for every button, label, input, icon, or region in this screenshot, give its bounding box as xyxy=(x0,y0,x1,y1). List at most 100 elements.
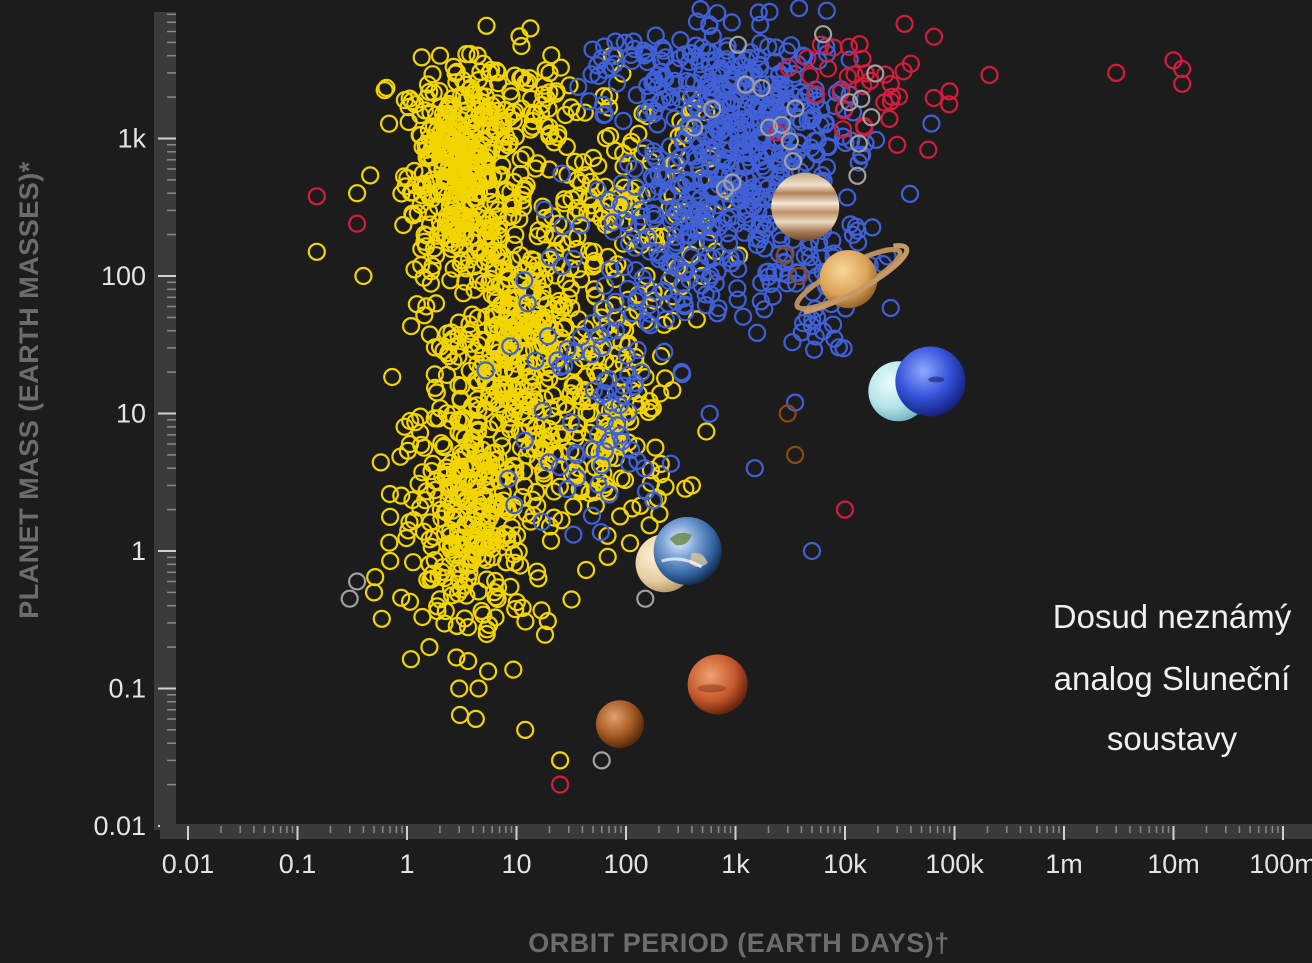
data-point-series-1 xyxy=(395,90,414,110)
data-point-series-2 xyxy=(817,1,836,20)
data-point-series-1 xyxy=(585,280,604,299)
data-point-series-2 xyxy=(526,351,545,370)
data-point-series-3 xyxy=(800,66,820,86)
data-point-series-2 xyxy=(612,432,632,451)
data-point-series-2 xyxy=(619,215,638,234)
data-point-series-2 xyxy=(592,456,611,475)
data-point-series-1 xyxy=(426,472,445,491)
data-point-series-2 xyxy=(567,468,587,487)
data-point-series-2 xyxy=(615,257,634,277)
data-point-series-2 xyxy=(735,141,754,160)
data-point-series-1 xyxy=(506,225,525,244)
data-point-series-2 xyxy=(603,222,623,241)
data-point-series-1 xyxy=(449,313,468,332)
data-point-series-1 xyxy=(372,609,391,628)
data-point-series-1 xyxy=(555,194,574,213)
data-point-series-1 xyxy=(507,592,526,612)
data-point-series-1 xyxy=(514,380,534,399)
data-point-series-2 xyxy=(804,340,824,359)
data-point-series-1 xyxy=(375,80,394,100)
data-point-series-2 xyxy=(565,343,584,362)
data-point-series-1 xyxy=(489,74,508,93)
data-point-series-1 xyxy=(438,215,458,234)
data-point-series-1 xyxy=(438,206,457,226)
data-point-series-1 xyxy=(511,149,530,169)
x-tick-label: 100k xyxy=(925,849,984,879)
data-point-series-1 xyxy=(423,65,442,84)
data-point-series-1 xyxy=(415,225,434,244)
data-point-series-3 xyxy=(888,135,907,154)
data-point-series-1 xyxy=(621,195,640,214)
data-point-series-2 xyxy=(641,98,660,117)
data-point-series-1 xyxy=(451,562,470,582)
data-point-series-2 xyxy=(806,91,826,110)
data-point-series-1 xyxy=(538,611,557,631)
data-point-series-1 xyxy=(504,193,523,212)
data-point-series-1 xyxy=(399,521,418,540)
data-point-series-1 xyxy=(687,310,706,329)
data-point-series-2 xyxy=(540,248,560,267)
data-point-series-2 xyxy=(636,482,656,501)
data-point-series-5 xyxy=(592,751,611,770)
data-point-series-2 xyxy=(768,82,788,102)
data-point-series-1 xyxy=(639,402,658,421)
data-point-series-1 xyxy=(423,454,442,473)
data-point-series-1 xyxy=(428,597,447,616)
data-point-series-1 xyxy=(413,164,432,183)
data-point-series-2 xyxy=(685,209,704,228)
data-point-series-1 xyxy=(512,320,532,339)
data-point-series-1 xyxy=(454,86,474,105)
data-point-series-3 xyxy=(876,65,895,84)
data-point-series-2 xyxy=(623,304,642,323)
data-point-series-2 xyxy=(755,300,774,319)
data-point-series-1 xyxy=(431,399,450,418)
data-point-series-3 xyxy=(818,59,838,78)
data-point-series-1 xyxy=(433,104,453,124)
data-point-series-1 xyxy=(540,63,559,83)
data-point-series-1 xyxy=(435,436,454,455)
data-point-series-1 xyxy=(534,289,553,308)
data-point-series-1 xyxy=(464,85,483,104)
data-point-series-1 xyxy=(531,104,551,123)
x-tick-label: 0.1 xyxy=(279,849,317,879)
data-point-series-1 xyxy=(535,436,554,455)
data-point-series-1 xyxy=(528,227,547,246)
data-point-series-2 xyxy=(599,370,618,389)
data-point-series-1 xyxy=(513,424,532,443)
data-point-series-2 xyxy=(590,326,609,345)
data-point-series-1 xyxy=(467,172,487,191)
data-point-series-1 xyxy=(442,586,462,605)
data-point-series-3 xyxy=(924,88,943,108)
data-point-series-1 xyxy=(416,491,435,510)
data-point-series-1 xyxy=(564,497,583,516)
data-point-series-1 xyxy=(459,250,479,269)
data-point-series-2 xyxy=(636,276,656,295)
data-point-series-1 xyxy=(447,62,466,81)
data-point-series-2 xyxy=(677,173,696,192)
data-point-series-1 xyxy=(488,589,507,609)
data-point-series-1 xyxy=(536,60,555,80)
data-point-series-1 xyxy=(433,558,452,577)
data-point-series-1 xyxy=(486,194,505,213)
data-point-series-5 xyxy=(866,64,885,83)
data-points xyxy=(307,0,1192,794)
data-point-series-2 xyxy=(501,337,520,356)
data-point-series-2 xyxy=(761,274,780,293)
data-point-series-1 xyxy=(492,165,511,184)
data-point-series-2 xyxy=(691,51,711,70)
data-point-series-2 xyxy=(709,218,728,237)
data-point-series-5 xyxy=(780,132,800,151)
data-point-series-1 xyxy=(459,651,478,671)
data-point-series-1 xyxy=(426,294,446,313)
data-point-series-1 xyxy=(442,476,461,495)
y-tick-label: 10 xyxy=(116,399,146,429)
data-point-series-5 xyxy=(703,99,722,119)
data-point-series-2 xyxy=(783,333,802,352)
data-point-series-2 xyxy=(627,85,646,105)
data-point-series-2 xyxy=(668,176,688,195)
data-point-series-5 xyxy=(348,572,367,591)
data-point-series-1 xyxy=(500,108,519,127)
data-point-series-2 xyxy=(751,292,771,311)
data-point-series-2 xyxy=(775,252,794,271)
data-point-series-1 xyxy=(550,751,570,770)
